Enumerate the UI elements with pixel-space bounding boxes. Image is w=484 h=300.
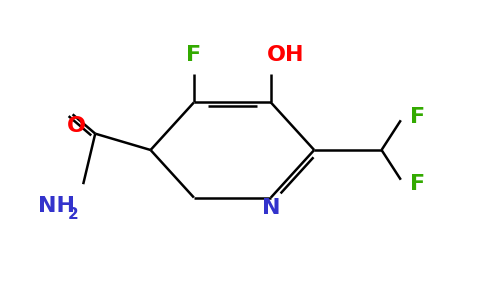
Text: NH: NH <box>38 196 75 217</box>
Text: O: O <box>66 116 86 136</box>
Text: 2: 2 <box>68 207 79 222</box>
Text: F: F <box>410 174 425 194</box>
Text: OH: OH <box>267 45 304 65</box>
Text: N: N <box>262 198 280 218</box>
Text: F: F <box>186 45 201 65</box>
Text: F: F <box>410 107 425 127</box>
